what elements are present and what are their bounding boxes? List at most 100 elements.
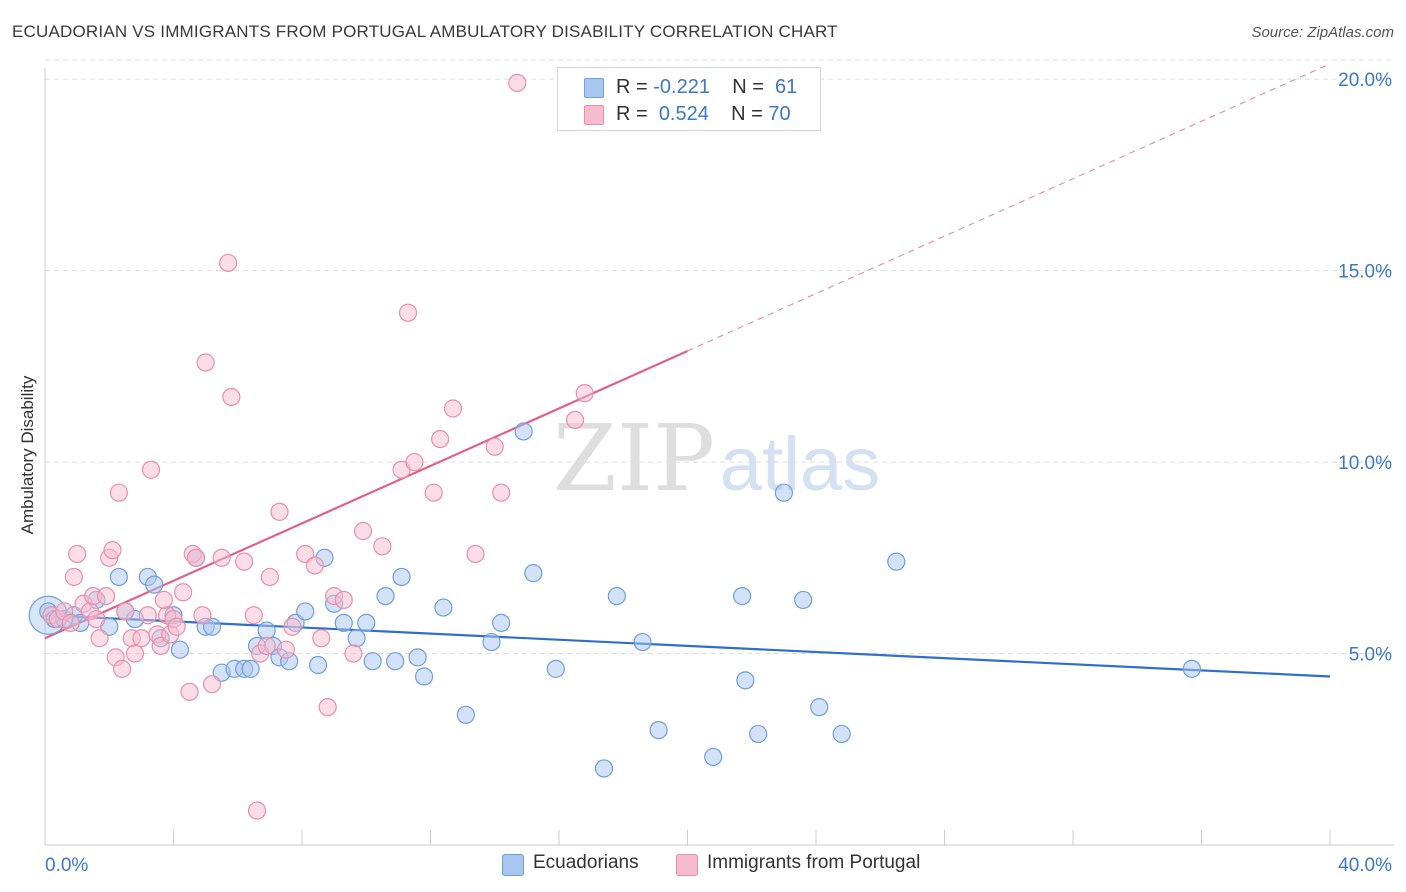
source-label: Source: ZipAtlas.com	[1251, 24, 1394, 41]
ecuadorian-point	[514, 422, 533, 441]
portugal-point	[116, 602, 135, 621]
portugal-point	[103, 541, 122, 560]
ecuadorian-point	[1182, 659, 1201, 678]
ecuadorian-point	[376, 586, 395, 606]
x-tick-label: 40.0%	[1338, 855, 1392, 876]
ecuadorian-point	[736, 671, 755, 690]
portugal-point	[186, 548, 206, 567]
y-tick-label: 5.0%	[1349, 645, 1392, 666]
portugal-point	[235, 552, 254, 571]
portugal-point	[466, 544, 485, 564]
ecuadorian-point	[749, 724, 768, 744]
ecuadorian-point	[392, 567, 411, 587]
ecuadorian-point	[456, 705, 475, 724]
legend-swatch-pink	[676, 854, 698, 876]
portugal-point	[565, 410, 585, 430]
portugal-point	[443, 399, 463, 418]
portugal-point	[180, 682, 199, 701]
y-tick-label: 10.0%	[1338, 453, 1392, 474]
y-tick-label: 15.0%	[1338, 262, 1392, 283]
ecuadorian-point	[704, 747, 723, 767]
portugal-point	[424, 483, 443, 502]
n-value: 61	[775, 76, 798, 98]
ecuadorian-point	[524, 564, 543, 583]
portugal-point	[260, 567, 279, 587]
portugal-point	[112, 659, 132, 678]
portugal-point	[405, 452, 424, 472]
n-label: N =	[731, 103, 763, 125]
legend-label: Ecuadorians	[533, 852, 639, 873]
ecuadorian-point	[363, 652, 382, 671]
y-axis-label: Ambulatory Disability	[18, 375, 37, 535]
data-points	[28, 73, 1201, 820]
portugal-point	[247, 801, 267, 820]
portugal-point	[373, 537, 392, 556]
r-value: -0.221	[653, 76, 710, 98]
legend-swatch-pink	[584, 105, 604, 125]
portugal-point	[575, 384, 594, 403]
ecuadorian-point	[492, 613, 511, 633]
portugal-point	[87, 609, 106, 629]
n-value: 70	[768, 103, 791, 125]
trend-lines	[44, 63, 1331, 678]
portugal-point	[174, 583, 193, 602]
ecuadorian-point	[334, 613, 353, 633]
portugal-point	[219, 253, 238, 273]
ecuadorian-point	[794, 590, 813, 610]
portugal-point	[61, 613, 80, 633]
watermark-atlas: atlas	[720, 422, 881, 507]
portugal-point	[492, 483, 511, 502]
portugal-point	[312, 629, 331, 648]
portugal-point	[257, 636, 276, 655]
watermark: ZIP atlas	[553, 405, 880, 512]
legend-swatch-blue	[584, 78, 604, 98]
ecuadorian-point	[296, 602, 315, 621]
legend-label: Immigrants from Portugal	[707, 852, 921, 873]
portugal-point	[334, 590, 353, 610]
series-legend: Ecuadorians Immigrants from Portugal	[0, 852, 1406, 878]
portugal-point	[167, 617, 186, 636]
ecuadorian-point	[733, 586, 752, 606]
portugal-point	[64, 567, 84, 587]
portugal-point	[353, 521, 373, 541]
portugal-point	[193, 606, 212, 625]
r-label: R =	[616, 76, 648, 98]
ecuadorian-point	[607, 586, 626, 606]
ecuadorian-point	[145, 575, 164, 594]
ecuadorian-point	[241, 659, 260, 678]
portugal-point	[96, 586, 116, 606]
ecuadorian-point	[546, 659, 565, 678]
portugal-point	[90, 629, 109, 648]
portugal-point	[508, 73, 527, 93]
ecuadorian-point	[774, 483, 793, 502]
r-label: R =	[616, 103, 648, 125]
ecuadorian-point	[408, 648, 427, 667]
portugal-point	[109, 483, 128, 502]
ecuadorian-point	[482, 632, 501, 652]
ecuadorian-point	[832, 724, 851, 744]
portugal-point	[305, 556, 324, 575]
portugal-point	[283, 617, 302, 636]
portugal-point	[344, 644, 363, 663]
portugal-point	[276, 640, 296, 659]
r-value: 0.524	[658, 103, 709, 125]
y-tick-label: 20.0%	[1338, 70, 1392, 91]
chart-title: ECUADORIAN VS IMMIGRANTS FROM PORTUGAL A…	[12, 22, 838, 41]
portugal-point	[222, 387, 241, 407]
portugal-point	[138, 606, 157, 625]
portugal-point	[132, 629, 151, 648]
portugal-point	[196, 353, 215, 372]
axes	[44, 68, 1394, 846]
ecuadorian-point	[887, 552, 906, 571]
portugal-point	[244, 606, 263, 625]
ecuadorian-point	[308, 655, 328, 675]
portugal-trend-extension	[687, 63, 1331, 352]
ecuadorian-point	[347, 629, 366, 648]
portugal-point	[398, 303, 418, 322]
ecuadorian-point	[594, 759, 614, 778]
portugal-point	[270, 502, 289, 521]
portugal-point	[212, 548, 231, 567]
ecuadorian-point	[414, 667, 434, 686]
ecuadorian-point	[386, 652, 405, 671]
